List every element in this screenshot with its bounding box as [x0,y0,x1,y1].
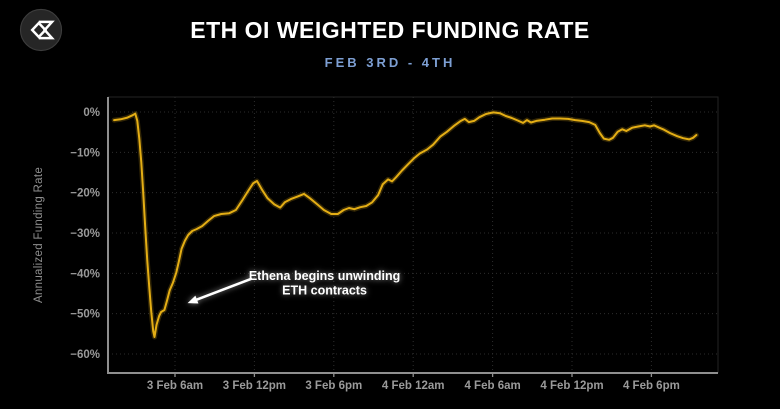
logo-sigma-glyph [30,20,55,40]
svg-text:−20%: −20% [70,188,100,200]
svg-text:3 Feb 6am: 3 Feb 6am [147,380,203,392]
svg-text:4 Feb 6pm: 4 Feb 6pm [623,380,680,392]
annotation-text-line: ETH contracts [282,283,367,297]
chart-title: ETH OI WEIGHTED FUNDING RATE [190,17,590,43]
svg-text:−50%: −50% [70,309,100,321]
logo-circle [19,8,63,52]
plot-border [108,96,719,373]
x-axis-tick-labels: 3 Feb 6am 3 Feb 12pm 3 Feb 6pm 4 Feb 12am 4 … [147,380,680,392]
svg-text:3 Feb 12pm: 3 Feb 12pm [223,380,286,392]
funding-rate-line-glow [111,109,699,340]
svg-text:4 Feb 12am: 4 Feb 12am [382,380,445,392]
svg-text:−10%: −10% [70,147,100,159]
annotation-arrow-shaft [195,277,253,301]
axes [107,97,718,377]
gridlines [108,97,718,373]
svg-text:−40%: −40% [70,268,100,280]
svg-text:−60%: −60% [70,349,100,361]
y-axis-title: Annualized Funding Rate [33,167,45,303]
annotation-text-line: Ethena begins unwinding [249,269,400,283]
svg-text:3 Feb 6pm: 3 Feb 6pm [305,380,362,392]
svg-text:−30%: −30% [70,228,100,240]
brand-sigma-logo-icon [19,8,63,52]
funding-rate-line [113,111,698,338]
svg-text:4 Feb 6am: 4 Feb 6am [464,380,520,392]
chart-subtitle: FEB 3RD - 4TH [324,55,456,70]
svg-text:0%: 0% [83,107,100,119]
annotation-arrow-head [187,295,199,304]
y-axis-tick-labels: 0% −10% −20% −30% −40% −50% −60% [70,107,100,361]
svg-text:4 Feb 12pm: 4 Feb 12pm [540,380,603,392]
